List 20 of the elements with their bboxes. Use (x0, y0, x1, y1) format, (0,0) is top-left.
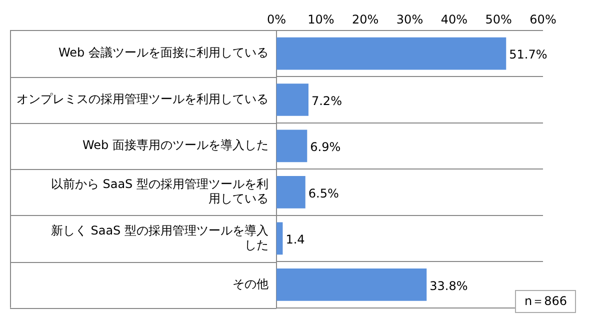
y-tick-label: 新しく SaaS 型の採用管理ツールを導入した (50, 223, 268, 252)
data-label: 6.5% (308, 186, 339, 200)
annotation: n＝866 (515, 290, 576, 313)
data-label: 51.7% (509, 48, 548, 62)
x-tick-label: 0% (266, 12, 286, 26)
y-tick-label: 以前から SaaS 型の採用管理ツールを利用している (50, 177, 268, 206)
y-tick-label: Web 面接専用のツールを導入した (82, 138, 268, 152)
x-tick-label: 20% (352, 12, 379, 26)
y-tick-label: オンプレミスの採用管理ツールを利用している (16, 92, 268, 106)
x-tick-label: 60% (530, 12, 556, 26)
y-tick-label: その他 (232, 276, 268, 291)
x-tick-label: 50% (485, 12, 512, 26)
x-tick-label: 10% (308, 12, 334, 26)
data-label: 1.4 (286, 232, 305, 247)
x-tick-label: 30% (396, 12, 424, 26)
data-label: 7.2% (311, 94, 342, 108)
data-label: 33.8% (430, 278, 468, 293)
x-tick-label: 40% (440, 12, 468, 26)
data-label: 6.9% (310, 140, 341, 154)
y-tick-label: Web 会議ツールを面接に利用している (58, 46, 268, 60)
